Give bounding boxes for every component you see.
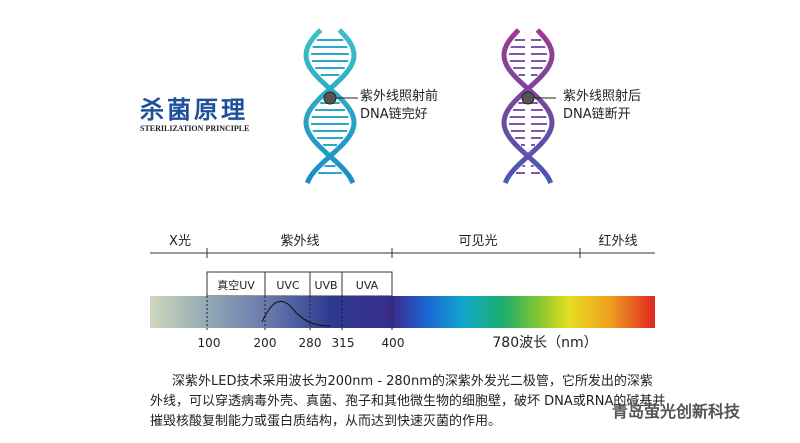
dna-marker [521,91,535,105]
dna-strand [501,28,555,184]
scale-label: 780波长（nm） [492,335,597,351]
dna-label: DNA链完好 [360,107,428,122]
scale-label: 400 [382,336,405,350]
uv-band: UVC [276,279,300,292]
desc-line: 深紫外LED技术采用波长为200nm - 280nm的深紫外发光二极管，它所发出… [172,374,653,389]
spectrum-bar [150,296,655,328]
tick-lines [206,296,393,332]
region-label: 可见光 [458,234,497,249]
region-axis [150,248,655,297]
region-label: X光 [169,234,191,249]
dna-label: 紫外线照射前 [360,88,438,104]
dna-strand [303,28,357,184]
title: 杀菌原理 [140,96,248,124]
region-label: 红外线 [598,233,637,249]
uv-band: 真空UV [217,278,255,292]
subtitle: STERILIZATION PRINCIPLE [140,124,249,133]
desc-line: 摧毁核酸复制能力或蛋白质结构，从而达到快速灭菌的作用。 [150,414,502,429]
desc-line: 外线，可以穿透病毒外壳、真菌、孢子和其他微生物的细胞壁，破坏 DNA或RNA的碱… [150,394,666,409]
scale-label: 315 [332,336,355,350]
uv-band: UVA [356,279,379,292]
dna-label: 紫外线照射后 [563,88,641,104]
description: 深紫外LED技术采用波长为200nm - 280nm的深紫外发光二极管，它所发出… [150,372,670,432]
watermark: 青岛萤光创新科技 [612,402,741,421]
scale-label: 280 [299,336,322,350]
scale-label: 200 [254,336,277,350]
dna-label: DNA链断开 [563,107,631,122]
uvc-curve [261,300,331,327]
scale-label: 100 [198,336,221,350]
region-label: 紫外线 [280,234,319,249]
uv-band: UVB [314,279,337,292]
dna-marker [323,91,337,105]
